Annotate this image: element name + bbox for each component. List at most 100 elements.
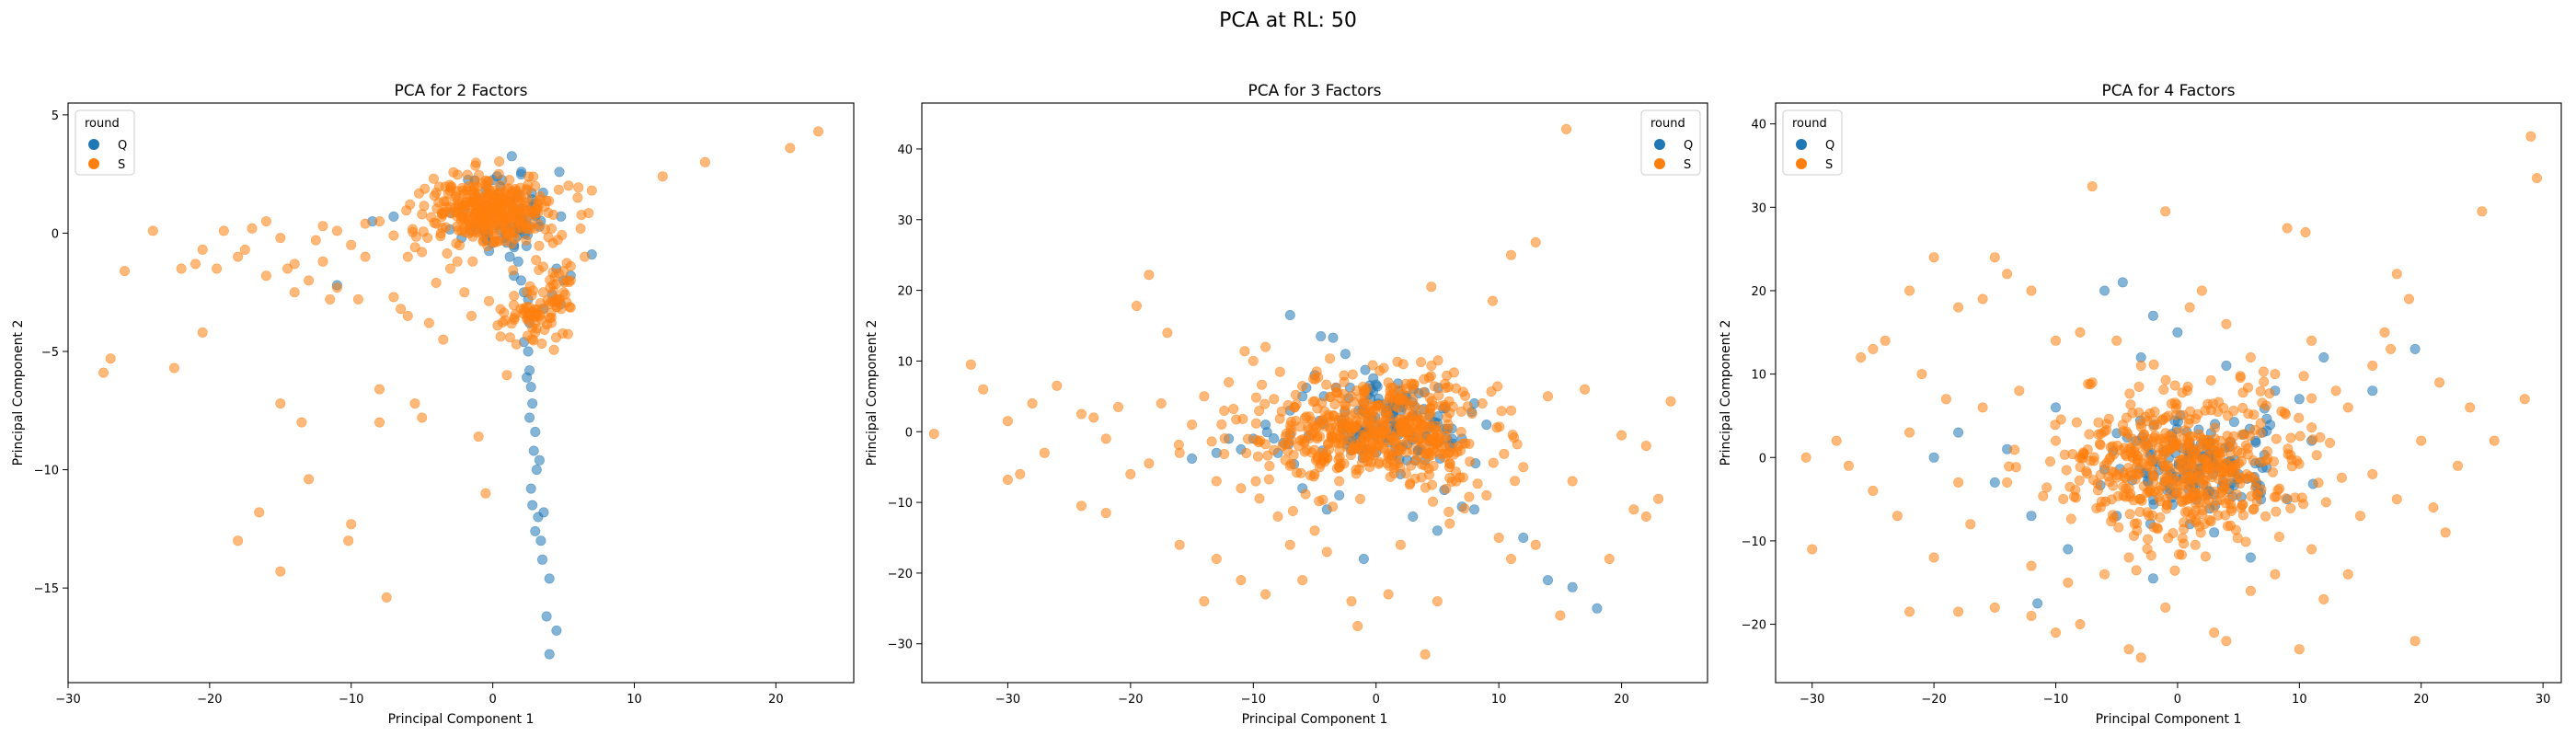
y-tick-label: 40	[897, 144, 913, 157]
data-point-S	[1406, 460, 1417, 471]
data-point-S	[429, 190, 440, 201]
data-point-S	[1409, 473, 1420, 484]
data-point-S	[2298, 371, 2309, 382]
data-point-S	[1416, 459, 1427, 470]
data-point-S	[147, 225, 158, 236]
y-tick-label: 30	[1751, 201, 1766, 215]
data-point-S	[1488, 295, 1499, 306]
data-point-S	[508, 265, 519, 276]
chart-panel-2: PCA for 3 Factors −30 −20 −10 0 10 20 −30 −20 −10…	[865, 82, 1708, 727]
data-point-S	[1274, 366, 1285, 377]
data-point-S	[2026, 560, 2037, 571]
data-point-S	[1299, 435, 1310, 446]
data-point-S	[2153, 491, 2164, 502]
data-point-S	[1297, 381, 1308, 392]
data-point-S	[1144, 270, 1155, 281]
data-point-S	[275, 233, 286, 244]
data-point-S	[1228, 403, 1239, 414]
data-point-S	[531, 255, 542, 266]
data-point-S	[2084, 429, 2095, 440]
data-point-S	[1381, 457, 1392, 468]
data-point-S	[1441, 483, 1452, 494]
data-point-Q	[527, 398, 538, 409]
data-point-Q	[1928, 452, 1939, 463]
data-point-Q	[1358, 553, 1369, 564]
y-axis-label: Principal Component 2	[865, 320, 880, 466]
data-point-S	[1236, 483, 1247, 494]
data-point-S	[2132, 525, 2143, 536]
data-point-S	[2075, 327, 2086, 338]
data-point-S	[1237, 413, 1248, 424]
data-point-S	[2109, 512, 2120, 523]
data-point-S	[2147, 470, 2158, 481]
data-point-Q	[554, 167, 565, 178]
data-point-S	[1367, 360, 1378, 371]
data-point-S	[511, 339, 522, 350]
data-point-S	[551, 301, 562, 312]
data-point-S	[2087, 181, 2098, 192]
data-point-S	[2255, 418, 2266, 429]
data-point-Q	[1360, 364, 1371, 375]
data-point-S	[2038, 490, 2049, 501]
data-point-S	[1940, 394, 1951, 405]
chart-title: PCA for 2 Factors	[394, 82, 527, 100]
data-point-S	[1378, 443, 1389, 454]
data-point-S	[1379, 417, 1390, 428]
y-axis-label: Principal Component 2	[1719, 320, 1733, 466]
data-point-Q	[530, 426, 541, 437]
data-point-S	[260, 270, 271, 282]
legend-label-S: S	[1825, 158, 1833, 172]
legend-title: round	[1650, 117, 1685, 131]
data-point-S	[2218, 402, 2229, 413]
data-point-S	[2379, 327, 2390, 338]
x-tick-label: −20	[1118, 693, 1143, 707]
data-point-S	[444, 179, 455, 190]
data-point-S	[374, 216, 385, 227]
data-point-Q	[1334, 489, 1345, 500]
data-point-S	[1274, 413, 1285, 424]
data-point-Q	[2063, 544, 2074, 555]
data-point-S	[1353, 464, 1364, 475]
data-point-S	[2270, 569, 2281, 580]
data-point-S	[402, 251, 413, 262]
data-point-S	[1347, 369, 1358, 380]
data-point-S	[1280, 454, 1291, 466]
data-point-S	[1423, 372, 1434, 383]
data-point-S	[2283, 443, 2294, 454]
data-point-S	[1928, 252, 1939, 263]
data-point-S	[452, 256, 463, 267]
data-point-S	[1424, 408, 1435, 420]
data-point-Q	[524, 412, 535, 423]
data-point-S	[2217, 461, 2228, 472]
data-point-S	[2026, 285, 2037, 296]
data-point-S	[1916, 369, 1927, 380]
data-point-S	[2051, 335, 2062, 346]
y-tick-label: 5	[52, 109, 59, 123]
data-point-S	[1383, 589, 1394, 600]
data-point-S	[2123, 644, 2134, 655]
data-point-S	[433, 181, 444, 192]
data-point-S	[495, 331, 506, 342]
data-point-S	[575, 224, 586, 235]
data-point-S	[1567, 476, 1578, 487]
data-point-S	[1216, 419, 1227, 430]
data-point-S	[275, 566, 286, 577]
data-point-S	[2075, 618, 2086, 629]
data-point-S	[413, 188, 424, 199]
data-point-S	[423, 317, 434, 328]
data-point-S	[2177, 387, 2188, 398]
data-point-S	[2202, 489, 2214, 500]
data-point-S	[2071, 417, 2082, 428]
data-point-S	[2260, 511, 2271, 522]
data-point-S	[1206, 436, 1217, 447]
data-point-S	[464, 228, 475, 239]
data-point-Q	[534, 454, 545, 466]
y-tick-label: 20	[897, 285, 913, 299]
data-point-S	[2163, 460, 2174, 471]
data-point-S	[2014, 385, 2025, 397]
data-point-S	[2205, 516, 2216, 527]
data-point-S	[254, 507, 265, 518]
data-point-S	[417, 412, 428, 423]
data-point-S	[2237, 500, 2248, 511]
data-point-Q	[1269, 432, 1280, 443]
